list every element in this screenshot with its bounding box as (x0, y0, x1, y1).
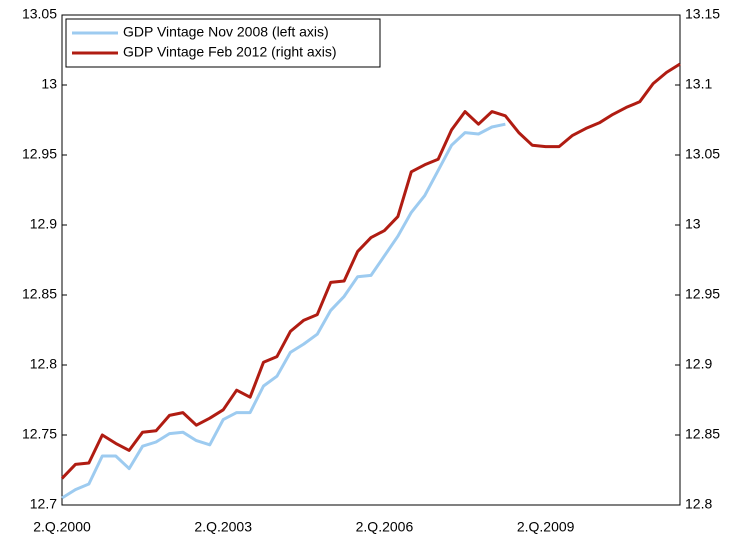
y2-tick-label: 13 (685, 216, 701, 232)
y2-tick-label: 13.15 (685, 6, 720, 22)
legend-label: GDP Vintage Feb 2012 (right axis) (123, 44, 337, 60)
y2-tick-label: 12.8 (685, 496, 712, 512)
x-tick-label: 2.Q.2009 (517, 519, 575, 535)
y-tick-label: 12.75 (22, 426, 57, 442)
y2-tick-label: 13.05 (685, 146, 720, 162)
y2-tick-label: 12.9 (685, 356, 712, 372)
y-tick-label: 12.85 (22, 286, 57, 302)
x-tick-label: 2.Q.2000 (33, 519, 91, 535)
x-tick-label: 2.Q.2003 (194, 519, 252, 535)
y2-tick-label: 13.1 (685, 76, 712, 92)
y2-tick-label: 12.95 (685, 286, 720, 302)
series-line (60, 62, 681, 480)
y-tick-label: 12.95 (22, 146, 57, 162)
y-tick-label: 12.7 (30, 496, 57, 512)
series-line (61, 122, 506, 500)
x-tick-label: 2.Q.2006 (356, 519, 414, 535)
y-tick-label: 13.05 (22, 6, 57, 22)
y-tick-label: 12.9 (30, 216, 57, 232)
y-tick-label: 13 (41, 76, 57, 92)
legend-label: GDP Vintage Nov 2008 (left axis) (123, 24, 329, 40)
plot-frame (61, 14, 681, 506)
y-tick-label: 12.8 (30, 356, 57, 372)
legend-box (65, 18, 381, 68)
y2-tick-label: 12.85 (685, 426, 720, 442)
